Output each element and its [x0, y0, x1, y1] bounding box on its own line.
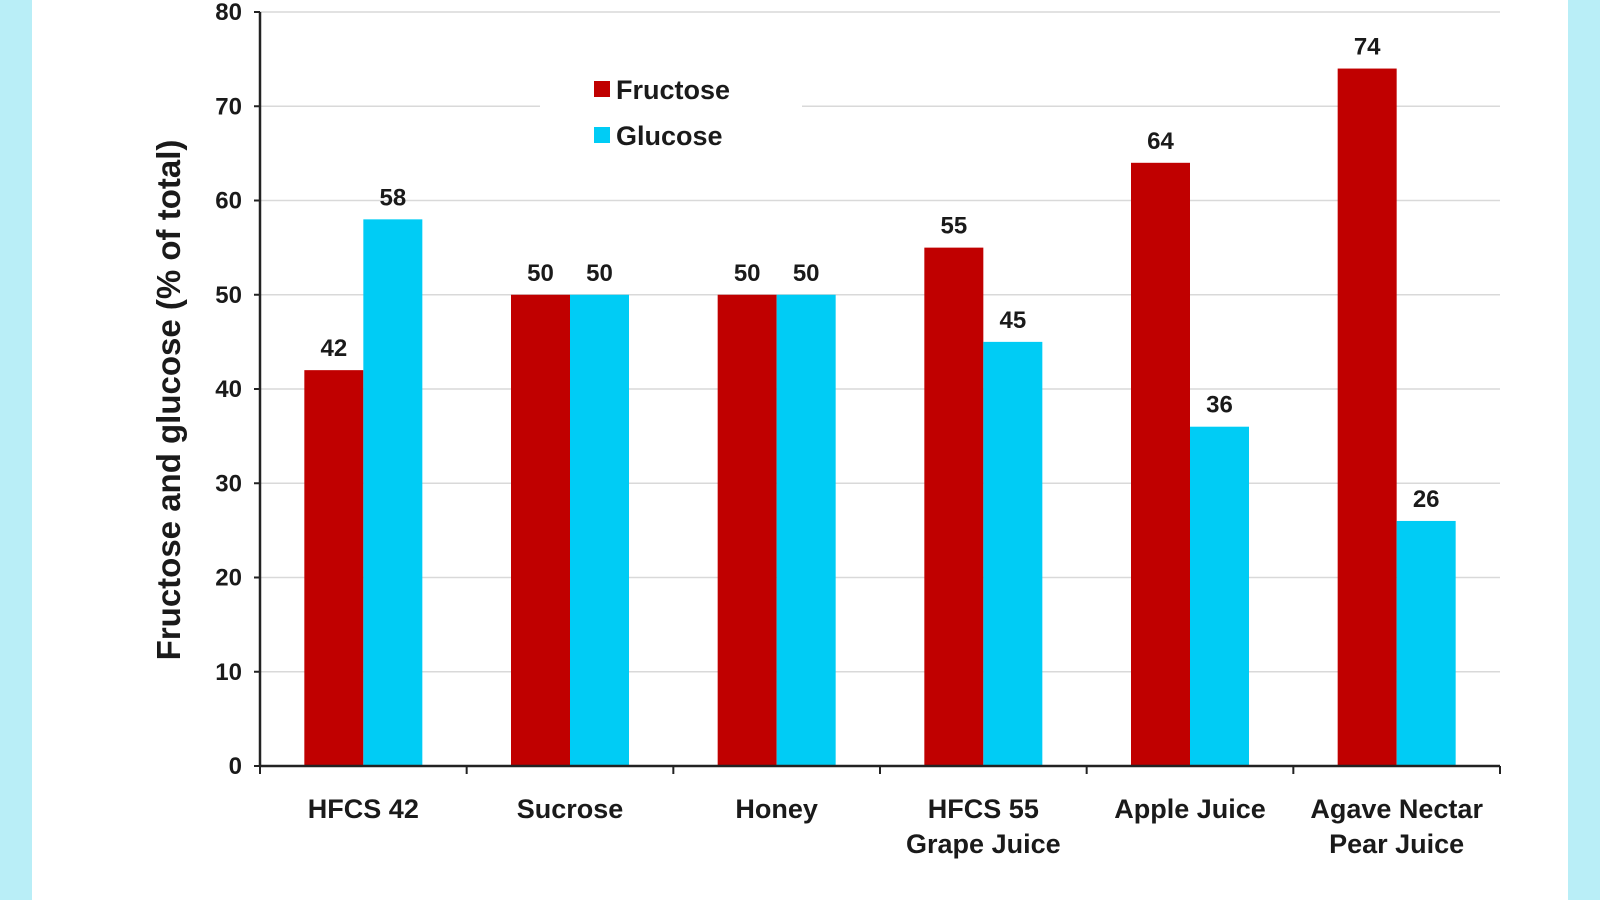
y-axis-label: Fructose and glucose (% of total): [150, 140, 187, 661]
value-label: 50: [586, 260, 613, 287]
chart-frame: 0 10 20 30 40 50 60 70 80 HFCS 42 Sucrose Honey HFC…: [32, 0, 1568, 900]
y-axis-ticks: 0 10 20 30 40 50 60 70 80: [215, 0, 260, 780]
y-tick-label: 20: [215, 565, 242, 592]
bar-glucose: [570, 294, 629, 766]
y-tick-label: 40: [215, 376, 242, 403]
bar-fructose: [304, 370, 364, 766]
y-tick-label: 60: [215, 188, 242, 215]
x-category-label: Pear Juice: [1329, 829, 1464, 859]
bar-fructose: [924, 247, 984, 766]
x-category-label: Agave Nectar: [1310, 794, 1483, 824]
y-tick-label: 50: [215, 282, 242, 309]
value-label: 42: [320, 335, 347, 362]
value-label: 45: [999, 307, 1026, 334]
y-tick-label: 10: [215, 659, 242, 686]
value-label: 50: [793, 260, 820, 287]
y-tick-label: 0: [229, 753, 242, 780]
y-tick-label: 80: [215, 0, 242, 26]
bar-glucose: [983, 341, 1043, 766]
bar-fructose: [1337, 68, 1397, 767]
value-label: 64: [1147, 128, 1174, 155]
x-category-label: Apple Juice: [1114, 794, 1266, 824]
x-category-label: HFCS 55: [928, 794, 1039, 824]
value-label: 26: [1413, 486, 1440, 513]
y-tick-label: 70: [215, 93, 242, 120]
legend-background: [540, 66, 802, 162]
x-category-label: HFCS 42: [308, 794, 419, 824]
value-label: 50: [527, 260, 554, 287]
x-category-label: Honey: [735, 794, 818, 824]
legend-label-glucose: Glucose: [616, 121, 723, 151]
bars: [304, 68, 1456, 767]
legend-swatch-glucose: [594, 127, 610, 143]
bar-fructose: [511, 294, 570, 766]
bar-glucose: [363, 219, 423, 767]
bar-fructose: [717, 294, 777, 766]
legend-label-fructose: Fructose: [616, 75, 730, 105]
axes: [258, 12, 1501, 774]
bar-fructose: [1131, 162, 1190, 767]
value-label: 50: [734, 260, 761, 287]
x-category-label: Sucrose: [517, 794, 624, 824]
value-labels: 42 58 50 50 50 50 55 45 64 36 74 26: [320, 34, 1439, 513]
value-label: 58: [379, 184, 406, 211]
bar-glucose: [1396, 520, 1456, 766]
value-label: 74: [1354, 34, 1381, 61]
legend-swatch-fructose: [594, 81, 610, 97]
bar-glucose: [776, 294, 836, 766]
legend: Fructose Glucose: [540, 66, 802, 162]
bar-glucose: [1190, 426, 1249, 766]
value-label: 36: [1206, 392, 1233, 419]
value-label: 55: [940, 213, 967, 240]
x-axis-labels: HFCS 42 Sucrose Honey HFCS 55 Grape Juice App…: [308, 794, 1484, 859]
gridlines: [260, 11, 1500, 673]
x-category-label: Grape Juice: [906, 829, 1061, 859]
y-tick-label: 30: [215, 470, 242, 497]
